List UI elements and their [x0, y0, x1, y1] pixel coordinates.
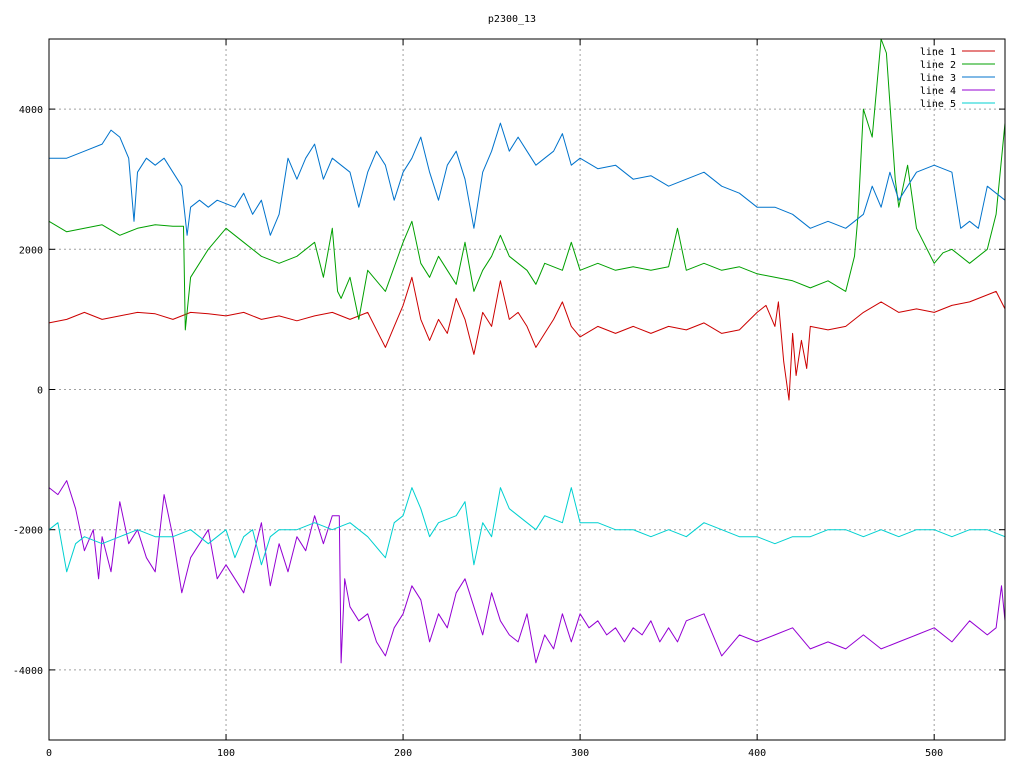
y-tick-label: -2000	[13, 526, 43, 537]
series-lines	[48, 38, 1006, 664]
series-line-1	[48, 276, 1006, 401]
series-line-2	[48, 38, 1006, 331]
series-line-3	[49, 122, 1006, 236]
legend-label: line 3	[920, 73, 956, 84]
axis-ticks: 0 100 200 300 400 500 -4000 -2000 0 2000 4000	[13, 39, 1005, 759]
y-tick-label: 4000	[19, 105, 43, 116]
y-tick-label: 2000	[19, 245, 43, 256]
x-tick-label: 0	[46, 748, 52, 759]
legend: line 1 line 2 line 3 line 4 line 5	[920, 47, 995, 110]
legend-label: line 4	[920, 86, 956, 97]
legend-label: line 5	[920, 99, 956, 110]
x-tick-label: 200	[394, 748, 412, 759]
y-tick-label: -4000	[13, 666, 43, 677]
series-line-5	[48, 487, 1006, 573]
plot-frame	[48, 38, 1006, 741]
x-tick-label: 100	[217, 748, 235, 759]
legend-label: line 1	[920, 47, 956, 58]
x-tick-label: 400	[748, 748, 766, 759]
series-line-4	[48, 480, 1006, 664]
legend-label: line 2	[920, 60, 956, 71]
y-tick-label: 0	[37, 386, 43, 397]
x-tick-label: 300	[571, 748, 589, 759]
chart-title: p2300_13	[488, 14, 536, 25]
x-tick-label: 500	[925, 748, 943, 759]
